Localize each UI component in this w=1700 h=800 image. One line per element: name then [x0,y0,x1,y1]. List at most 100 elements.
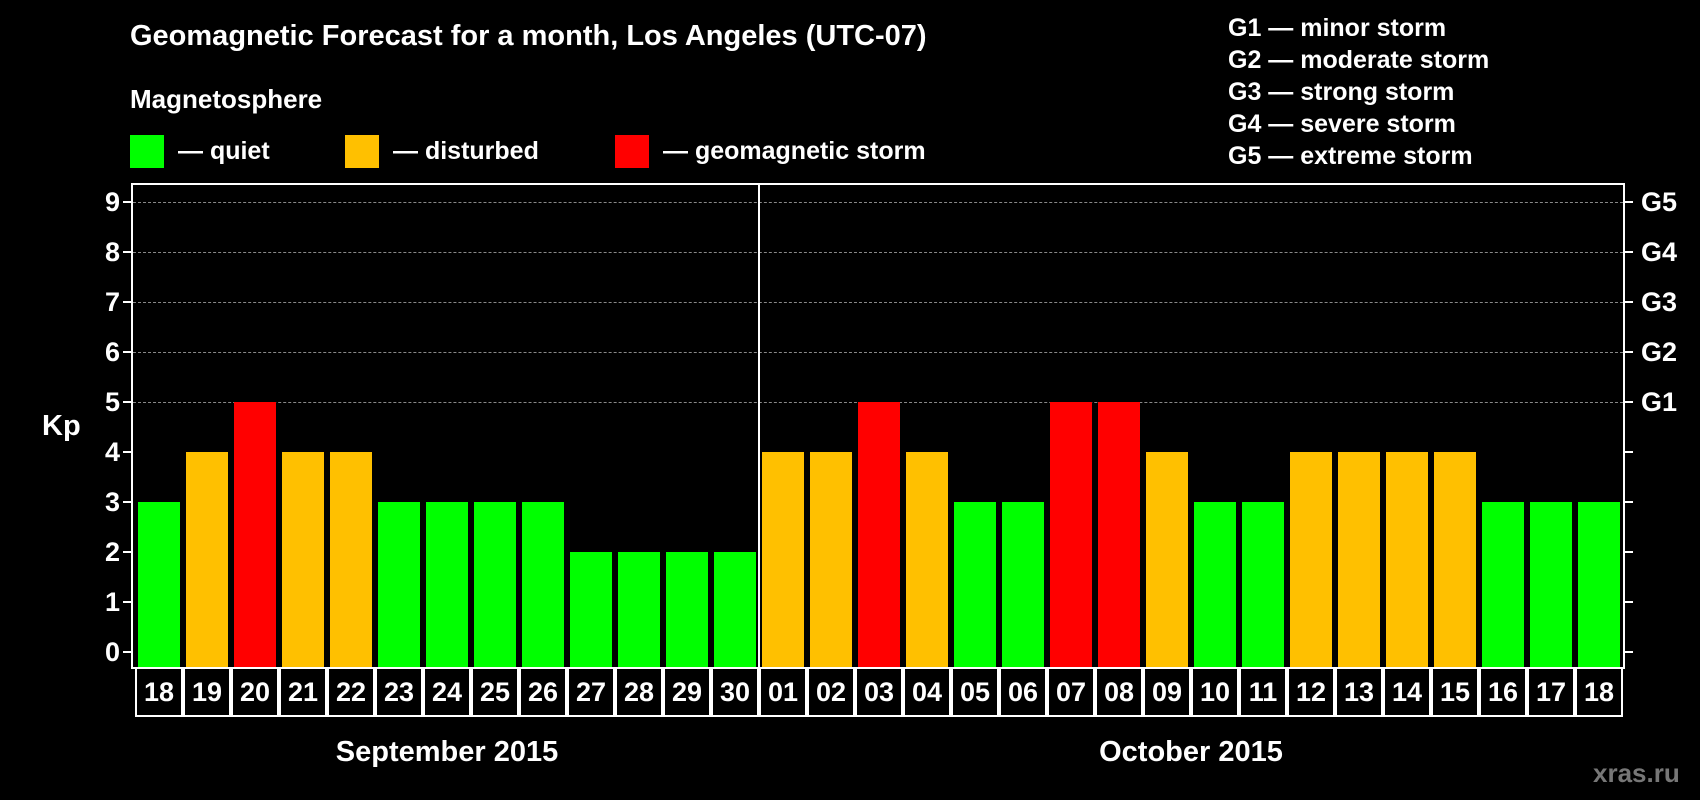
right-tick [1625,351,1633,353]
month-label: October 2015 [1099,736,1283,768]
y-tick-label: 9 [104,187,120,217]
date-cell: 16 [1479,669,1527,717]
kp-bar-quiet [714,552,756,667]
month-label: September 2015 [335,736,559,768]
date-cell: 29 [663,669,711,717]
kp-bar-disturbed [1434,452,1476,667]
right-tick [1625,551,1633,553]
right-tick [1625,451,1633,453]
date-cell: 07 [1047,669,1095,717]
date-cell: 03 [855,669,903,717]
right-tick [1625,501,1633,503]
y-tick-label: 2 [104,537,120,567]
kp-bar-quiet [138,502,180,667]
kp-bar-quiet [618,552,660,667]
legend-item-storm: — geomagnetic storm [615,134,926,168]
chart-title: Geomagnetic Forecast for a month, Los An… [130,20,927,52]
date-cell: 20 [231,669,279,717]
date-cell: 24 [423,669,471,717]
g-legend-g5: G5 — extreme storm [1228,142,1473,170]
date-cell: 26 [519,669,567,717]
watermark: xras.ru [1593,758,1680,788]
y-tick [123,551,131,553]
date-cell: 27 [567,669,615,717]
plot-area [131,183,1625,669]
y-tick-label: 0 [104,637,120,667]
legend-label-quiet: — quiet [178,136,270,165]
y-axis-label: Kp [42,410,81,442]
kp-bar-quiet [954,502,996,667]
date-cell: 06 [999,669,1047,717]
y-tick [123,501,131,503]
kp-bar-storm [1098,402,1140,667]
g-level-label: G5 [1641,187,1678,217]
kp-bar-quiet [1482,502,1524,667]
kp-bar-quiet [1578,502,1620,667]
kp-bar-disturbed [1386,452,1428,667]
kp-bar-quiet [426,502,468,667]
legend-swatch-storm [615,134,649,168]
chart-subtitle: Magnetosphere [130,84,323,114]
y-tick [123,601,131,603]
right-tick [1625,301,1633,303]
g-level-label: G1 [1641,387,1678,417]
kp-bar-disturbed [330,452,372,667]
legend-item-disturbed: — disturbed [345,134,539,168]
y-tick-label: 4 [104,437,120,467]
y-tick-label: 1 [104,587,120,617]
kp-bar-quiet [1194,502,1236,667]
g-level-label: G2 [1641,337,1678,367]
right-tick [1625,601,1633,603]
kp-bar-storm [1050,402,1092,667]
kp-bar-quiet [522,502,564,667]
date-cell: 08 [1095,669,1143,717]
date-cell: 30 [711,669,759,717]
date-cell: 05 [951,669,999,717]
date-cell: 11 [1239,669,1287,717]
kp-bar-storm [858,402,900,667]
date-cell: 28 [615,669,663,717]
y-tick-label: 5 [104,387,120,417]
right-tick [1625,651,1633,653]
gridline [133,252,1623,253]
y-tick-label: 3 [104,487,120,517]
g-scale-legend: G1 — minor storm G2 — moderate storm G3 … [1228,12,1489,172]
date-cell: 18 [135,669,183,717]
y-tick [123,251,131,253]
date-cell: 21 [279,669,327,717]
kp-bar-quiet [1002,502,1044,667]
gridline [133,302,1623,303]
kp-bar-quiet [570,552,612,667]
kp-bar-disturbed [1290,452,1332,667]
kp-bar-quiet [1242,502,1284,667]
y-tick [123,401,131,403]
right-tick [1625,201,1633,203]
g-legend-g4: G4 — severe storm [1228,110,1456,138]
date-cell: 15 [1431,669,1479,717]
kp-bar-storm [234,402,276,667]
date-cell: 25 [471,669,519,717]
legend-swatch-quiet [130,134,164,168]
date-cell: 09 [1143,669,1191,717]
right-tick [1625,251,1633,253]
y-tick [123,351,131,353]
right-tick [1625,401,1633,403]
y-tick-label: 8 [104,237,120,267]
kp-bar-disturbed [906,452,948,667]
date-cell: 02 [807,669,855,717]
kp-bar-quiet [1530,502,1572,667]
gridline [133,352,1623,353]
kp-bar-disturbed [762,452,804,667]
date-cell: 17 [1527,669,1575,717]
date-cell: 18 [1575,669,1623,717]
gridline [133,202,1623,203]
legend-swatch-disturbed [345,134,379,168]
legend-label-disturbed: — disturbed [393,136,539,165]
month-divider [758,183,760,669]
kp-bar-disturbed [186,452,228,667]
g-legend-g1: G1 — minor storm [1228,14,1447,42]
date-cell: 01 [759,669,807,717]
kp-bar-quiet [666,552,708,667]
date-cell: 10 [1191,669,1239,717]
y-tick [123,451,131,453]
